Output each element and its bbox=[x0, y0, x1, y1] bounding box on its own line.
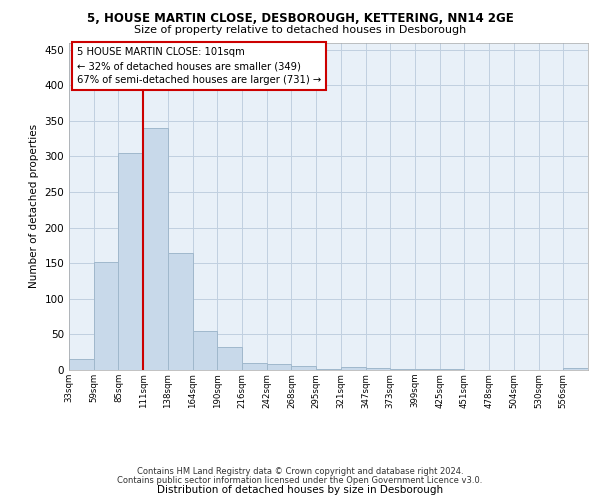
Bar bbox=[563, 368, 588, 370]
Bar bbox=[242, 363, 267, 370]
Bar bbox=[217, 346, 242, 370]
Text: Size of property relative to detached houses in Desborough: Size of property relative to detached ho… bbox=[134, 25, 466, 35]
Bar bbox=[143, 128, 168, 370]
Bar bbox=[365, 368, 390, 370]
Bar bbox=[292, 366, 316, 370]
Text: 5, HOUSE MARTIN CLOSE, DESBOROUGH, KETTERING, NN14 2GE: 5, HOUSE MARTIN CLOSE, DESBOROUGH, KETTE… bbox=[86, 12, 514, 26]
Bar bbox=[118, 153, 143, 370]
Text: Contains public sector information licensed under the Open Government Licence v3: Contains public sector information licen… bbox=[118, 476, 482, 485]
Bar bbox=[69, 360, 94, 370]
Bar bbox=[267, 364, 292, 370]
Bar bbox=[168, 252, 193, 370]
Bar bbox=[94, 262, 118, 370]
Y-axis label: Number of detached properties: Number of detached properties bbox=[29, 124, 39, 288]
Text: Distribution of detached houses by size in Desborough: Distribution of detached houses by size … bbox=[157, 485, 443, 495]
Text: Contains HM Land Registry data © Crown copyright and database right 2024.: Contains HM Land Registry data © Crown c… bbox=[137, 467, 463, 476]
Bar bbox=[193, 331, 217, 370]
Bar bbox=[341, 367, 365, 370]
Bar bbox=[390, 368, 415, 370]
Text: 5 HOUSE MARTIN CLOSE: 101sqm
← 32% of detached houses are smaller (349)
67% of s: 5 HOUSE MARTIN CLOSE: 101sqm ← 32% of de… bbox=[77, 48, 321, 86]
